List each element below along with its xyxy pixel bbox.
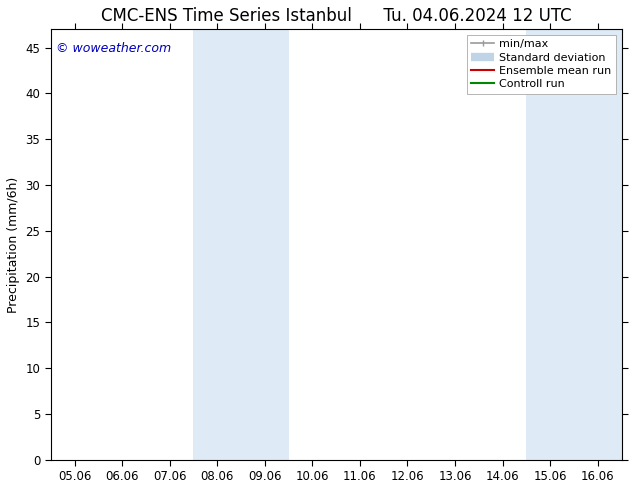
Legend: min/max, Standard deviation, Ensemble mean run, Controll run: min/max, Standard deviation, Ensemble me… bbox=[467, 35, 616, 94]
Title: CMC-ENS Time Series Istanbul      Tu. 04.06.2024 12 UTC: CMC-ENS Time Series Istanbul Tu. 04.06.2… bbox=[101, 7, 571, 25]
Text: © woweather.com: © woweather.com bbox=[56, 42, 172, 55]
Bar bbox=[526, 29, 621, 460]
Bar bbox=[193, 29, 288, 460]
Y-axis label: Precipitation (mm/6h): Precipitation (mm/6h) bbox=[7, 176, 20, 313]
